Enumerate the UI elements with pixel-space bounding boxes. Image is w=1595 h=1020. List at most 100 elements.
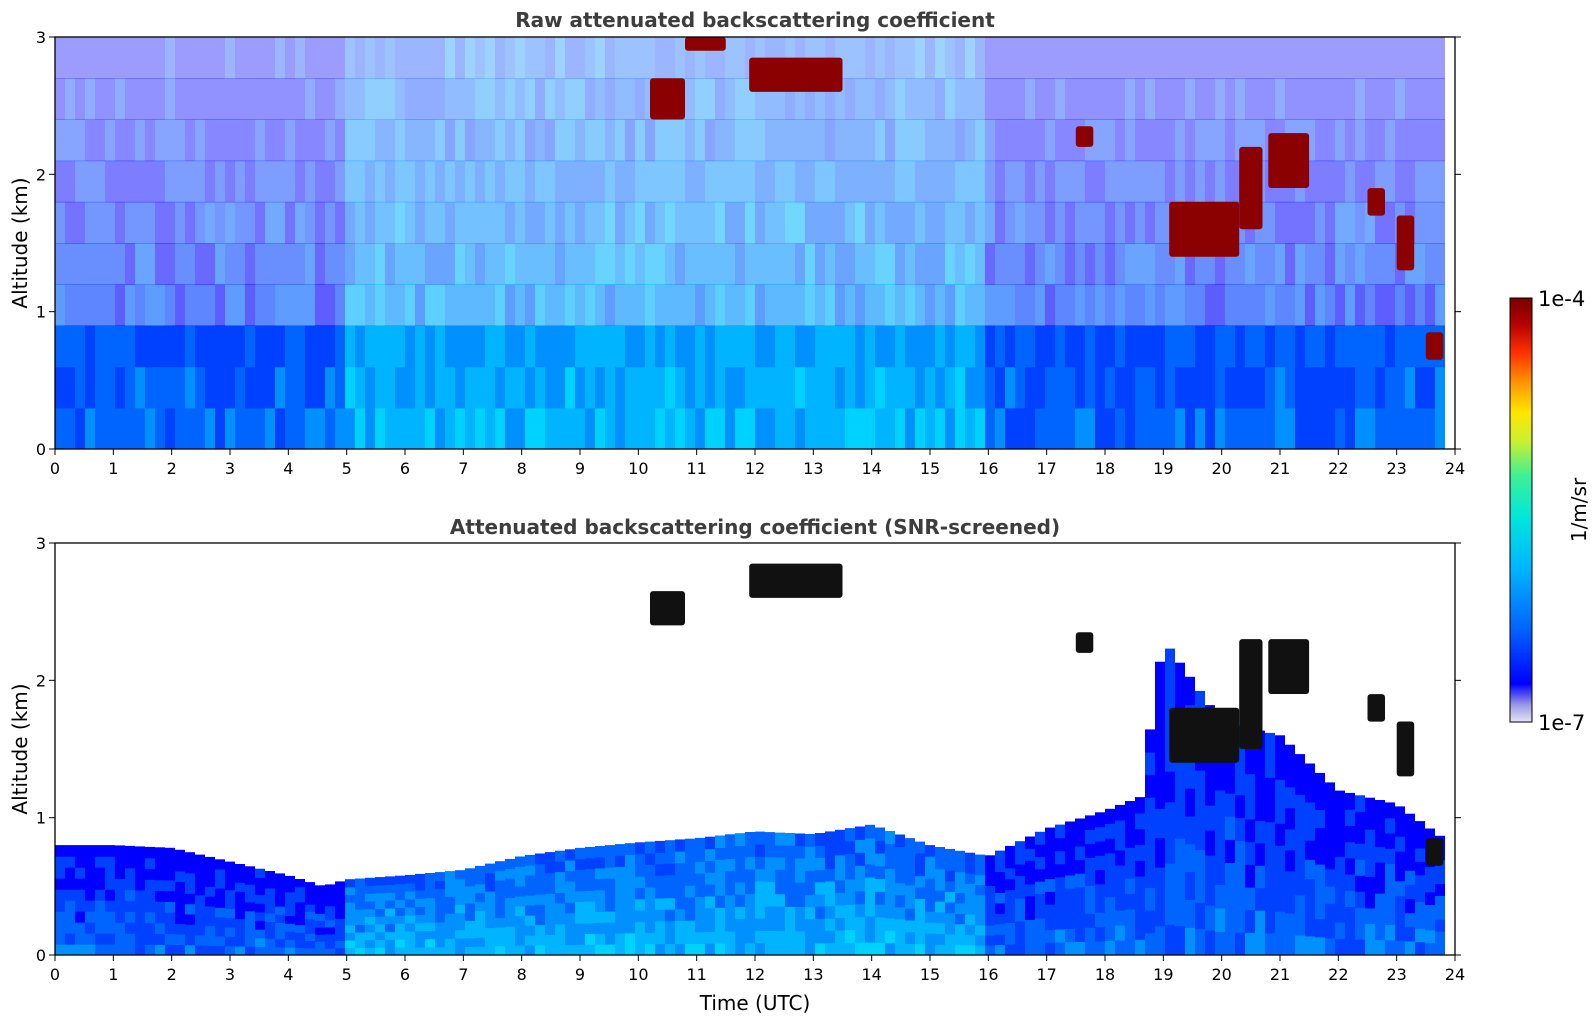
heatmap-cell — [1075, 366, 1085, 409]
heatmap-cell — [1185, 843, 1195, 873]
heatmap-cell — [1395, 821, 1405, 837]
heatmap-cell — [1175, 662, 1185, 693]
heatmap-cell — [865, 78, 875, 120]
heatmap-cell — [75, 856, 85, 868]
heatmap-cell — [285, 201, 295, 244]
heatmap-cell — [1395, 925, 1405, 941]
heatmap-cell — [1335, 790, 1345, 808]
heatmap-cell — [805, 284, 815, 326]
heatmap-cell — [205, 906, 215, 917]
heatmap-cell — [75, 867, 85, 879]
heatmap-cell — [1395, 836, 1405, 852]
heatmap-cell — [1155, 837, 1165, 868]
heatmap-cell — [275, 914, 285, 923]
heatmap-cell — [295, 879, 305, 888]
heatmap-cell — [285, 931, 295, 940]
heatmap-cell — [545, 862, 555, 874]
heatmap-cell — [105, 911, 115, 923]
heatmap-cell — [165, 201, 175, 244]
heatmap-cell — [745, 160, 755, 203]
heatmap-cell — [185, 119, 195, 162]
heatmap-cell — [945, 284, 955, 326]
heatmap-cell — [405, 947, 415, 955]
heatmap-cell — [215, 407, 225, 449]
heatmap-cell — [545, 913, 555, 925]
heatmap-cell — [115, 944, 125, 955]
heatmap-cell — [235, 927, 245, 938]
heatmap-cell — [475, 160, 485, 203]
heatmap-cell — [935, 857, 945, 870]
heatmap-cell — [825, 119, 835, 162]
heatmap-cell — [1235, 886, 1245, 910]
heatmap-cell — [1175, 160, 1185, 203]
heatmap-cell — [775, 918, 785, 932]
heatmap-cell — [1015, 932, 1025, 945]
heatmap-cell — [1145, 119, 1155, 162]
heatmap-cell — [285, 37, 295, 79]
heatmap-cell — [175, 934, 185, 946]
heatmap-cell — [1395, 865, 1405, 882]
heatmap-cell — [455, 201, 465, 244]
heatmap-cell — [815, 930, 825, 944]
heatmap-cell — [1015, 119, 1025, 162]
heatmap-cell — [795, 894, 805, 907]
heatmap-cell — [495, 284, 505, 326]
heatmap-cell — [915, 932, 925, 945]
heatmap-cell — [895, 906, 905, 920]
heatmap-cell — [275, 881, 285, 891]
heatmap-cell — [805, 942, 815, 955]
heatmap-cell — [285, 923, 295, 932]
heatmap-cell — [935, 879, 945, 891]
heatmap-cell — [415, 882, 425, 891]
heatmap-cell — [185, 366, 195, 409]
heatmap-cell — [975, 366, 985, 409]
heatmap-cell — [1135, 812, 1145, 830]
heatmap-cell — [615, 910, 625, 923]
heatmap-cell — [865, 366, 875, 409]
heatmap-cell — [75, 911, 85, 923]
heatmap-cell — [245, 884, 255, 894]
heatmap-cell — [1035, 325, 1045, 368]
heatmap-cell — [715, 366, 725, 409]
heatmap-cell — [1395, 880, 1405, 897]
heatmap-cell — [385, 931, 395, 940]
heatmap-cell — [925, 922, 935, 934]
heatmap-cell — [445, 887, 455, 897]
heatmap-cell — [75, 889, 85, 901]
heatmap-cell — [745, 905, 755, 919]
heatmap-cell — [125, 878, 135, 891]
heatmap-cell — [955, 366, 965, 409]
heatmap-cell — [1195, 849, 1205, 877]
heatmap-cell — [1135, 366, 1145, 409]
heatmap-cell — [525, 407, 535, 449]
x-tick-label: 6 — [400, 459, 410, 478]
heatmap-cell — [725, 834, 735, 847]
heatmap-cell — [1275, 407, 1285, 449]
heatmap-cell — [115, 78, 125, 120]
heatmap-cell — [265, 879, 275, 889]
heatmap-cell — [1245, 864, 1255, 888]
heatmap-cell — [425, 160, 435, 203]
heatmap-cell — [535, 884, 545, 895]
heatmap-cell — [1395, 895, 1405, 912]
heatmap-cell — [1115, 160, 1125, 203]
heatmap-cell — [405, 284, 415, 326]
heatmap-cell — [265, 946, 275, 955]
heatmap-cell — [1235, 794, 1245, 819]
heatmap-cell — [1385, 817, 1395, 834]
heatmap-cell — [985, 895, 995, 906]
heatmap-cell — [755, 844, 765, 857]
heatmap-cell — [1245, 909, 1255, 933]
heatmap-cell — [1015, 841, 1025, 854]
heatmap-cell — [1175, 925, 1185, 955]
heatmap-cell — [1205, 243, 1215, 285]
heatmap-cell — [135, 284, 145, 326]
heatmap-cell — [1185, 37, 1195, 79]
heatmap-cell — [635, 876, 645, 888]
heatmap-cell — [1065, 874, 1075, 889]
heatmap-cell — [1015, 909, 1025, 922]
heatmap-cell — [975, 37, 985, 79]
heatmap-cell — [215, 907, 225, 918]
heatmap-cell — [1385, 243, 1395, 285]
heatmap-cell — [535, 284, 545, 326]
